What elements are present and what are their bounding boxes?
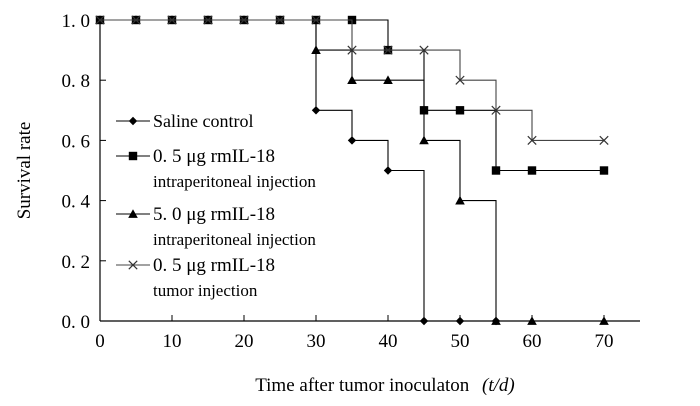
series-x — [95, 15, 609, 146]
data-point-x — [95, 15, 105, 25]
data-point-x — [527, 135, 537, 146]
y-tick-label: 0. 8 — [62, 71, 91, 92]
data-point-diamond — [383, 166, 393, 175]
data-point-x — [239, 15, 249, 25]
data-point-x — [419, 45, 429, 55]
series-line-x — [100, 19, 604, 141]
legend-entry-square: 0. 5 μg rmIL-18 intraperitoneal injection — [116, 146, 316, 191]
data-point-triangle — [383, 75, 393, 85]
data-point-x — [455, 75, 465, 85]
data-point-diamond — [455, 316, 465, 326]
x-axis-title: Time after tumor inoculaton (t/d) — [255, 375, 515, 396]
series-diamond — [95, 15, 501, 326]
data-point-square — [455, 106, 465, 115]
legend-label: 0. 5 μg rmIL-18 — [153, 255, 275, 276]
data-point-x — [131, 15, 141, 25]
data-point-x — [203, 15, 213, 25]
legend: Saline control 0. 5 μg rmIL-18 intraperito… — [116, 111, 316, 300]
legend-label: intraperitoneal injection — [153, 230, 316, 249]
data-point-x — [167, 15, 177, 25]
data-point-diamond — [311, 106, 321, 115]
x-tick-label: 40 — [379, 331, 398, 352]
data-point-triangle — [311, 45, 321, 54]
y-tick-label: 1. 0 — [62, 11, 91, 32]
x-tick-label: 30 — [307, 331, 326, 352]
legend-label: 5. 0 μg rmIL-18 — [153, 204, 275, 225]
x-tick-label: 60 — [523, 331, 542, 352]
x-tick-label: 20 — [235, 331, 254, 352]
x-tick-label: 70 — [595, 331, 614, 352]
data-point-diamond — [419, 316, 429, 326]
legend-entry-triangle: 5. 0 μg rmIL-18 intraperitoneal injection — [116, 204, 316, 249]
y-axis-title: Survival rate — [14, 122, 35, 220]
data-point-triangle — [347, 75, 357, 85]
x-tick-label: 0 — [95, 331, 105, 352]
data-point-x — [311, 15, 321, 25]
x-axis-title-text: Time after tumor inoculaton — [255, 375, 470, 396]
data-point-triangle — [599, 316, 609, 325]
data-point-triangle — [491, 316, 501, 325]
x-tick-label: 10 — [163, 331, 182, 352]
data-point-x — [347, 45, 357, 55]
data-point-square — [527, 166, 537, 175]
legend-entry-x: 0. 5 μg rmIL-18 tumor injection — [116, 255, 275, 300]
series-layer — [95, 15, 609, 326]
data-point-x — [383, 45, 393, 55]
y-tick-label: 0. 6 — [62, 131, 91, 152]
legend-entry-diamond: Saline control — [116, 111, 253, 131]
legend-label: 0. 5 μg rmIL-18 — [153, 146, 275, 167]
x-axis-unit: (t/d) — [482, 375, 515, 396]
data-point-square — [599, 166, 609, 175]
y-tick-label: 0. 2 — [62, 252, 91, 273]
y-tick-label: 0. 0 — [62, 312, 91, 333]
legend-swatch-marker — [128, 116, 138, 126]
legend-label: intraperitoneal injection — [153, 172, 316, 191]
legend-swatch-marker — [128, 209, 138, 218]
data-point-x — [275, 15, 285, 25]
y-tick-label: 0. 4 — [62, 192, 91, 213]
legend-label: tumor injection — [153, 281, 258, 300]
x-tick-label: 50 — [451, 331, 470, 352]
data-point-triangle — [419, 135, 429, 145]
data-point-square — [491, 166, 501, 175]
legend-label: Saline control — [153, 111, 253, 131]
data-point-x — [491, 105, 501, 115]
data-point-triangle — [527, 316, 537, 325]
ticks: 0 10 20 30 40 50 60 70 0. 0 0. 2 0. 4 0. 6 0. 8 1. 0 — [62, 11, 614, 352]
data-point-diamond — [347, 136, 357, 145]
legend-swatch-marker — [128, 260, 138, 270]
data-point-triangle — [455, 195, 465, 205]
legend-swatch-marker — [128, 151, 138, 161]
data-point-x — [599, 135, 609, 146]
